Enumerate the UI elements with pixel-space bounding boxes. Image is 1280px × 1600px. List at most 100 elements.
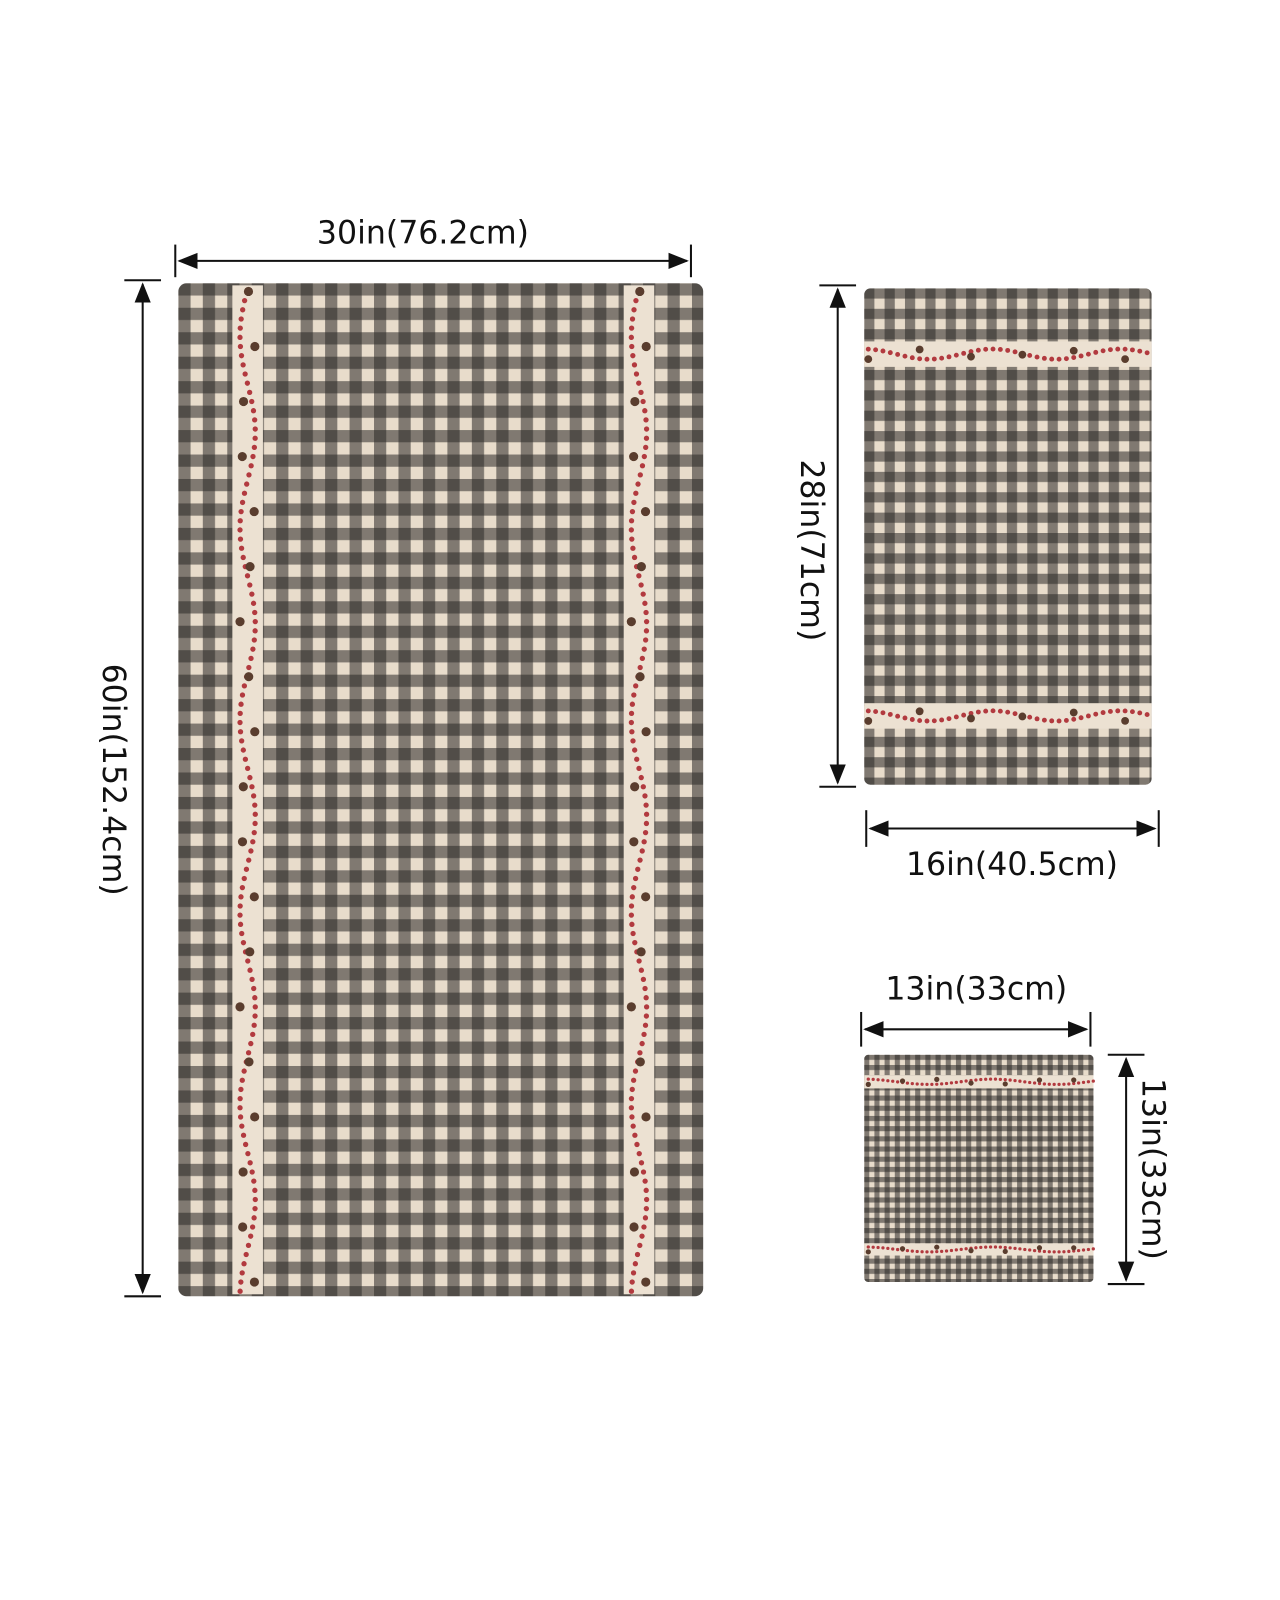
vine-detail <box>237 1095 243 1102</box>
vine-detail <box>628 1288 635 1294</box>
vine-detail <box>241 1261 247 1267</box>
vine-detail <box>1091 1079 1095 1083</box>
vine-detail <box>237 518 243 524</box>
vine-detail <box>251 1215 257 1221</box>
vine-detail <box>642 1215 649 1221</box>
vine-detail <box>1071 1245 1077 1251</box>
vine-detail <box>865 1081 871 1087</box>
vine-detail <box>640 1169 647 1175</box>
vine-detail <box>250 793 257 799</box>
vine-detail <box>975 709 981 715</box>
vine-detail <box>959 1080 963 1084</box>
vine-detail <box>935 1250 939 1254</box>
vine-detail <box>896 1247 900 1252</box>
height-label: 60in(152.4cm) <box>95 664 131 896</box>
vine-detail <box>949 1248 954 1253</box>
vine-detail <box>632 1068 639 1074</box>
vine-detail <box>643 619 650 625</box>
vine-detail <box>249 398 255 405</box>
vine-detail <box>251 829 257 836</box>
vine-detail <box>250 1031 256 1038</box>
vine-detail <box>944 1249 949 1253</box>
vine-detail <box>249 976 255 983</box>
vine-detail <box>1093 711 1099 717</box>
vine-detail <box>250 341 260 352</box>
vine-detail <box>636 1150 642 1157</box>
vine-detail <box>634 1141 640 1148</box>
vine-detail <box>641 839 647 845</box>
vine-detail <box>1003 1245 1007 1250</box>
vine-detail <box>1057 1250 1061 1254</box>
vine-detail <box>642 408 648 414</box>
vine-detail <box>250 408 257 414</box>
vine-detail <box>915 1082 919 1086</box>
vine-detail <box>643 444 649 451</box>
vine-detail <box>643 820 650 827</box>
vine-detail <box>252 802 258 808</box>
vine-detail <box>1018 1079 1022 1083</box>
vine-detail <box>238 1222 248 1232</box>
vine-detail <box>251 444 258 451</box>
vine-detail <box>1002 1081 1008 1087</box>
vine-detail <box>237 343 244 350</box>
vine-detail <box>245 562 255 572</box>
vine-detail <box>643 435 650 441</box>
vine-detail <box>633 371 640 377</box>
vine-detail <box>930 1082 934 1087</box>
vine-detail <box>629 1114 635 1120</box>
vine-detail <box>1093 349 1099 355</box>
vine-detail <box>243 1251 249 1258</box>
vine-detail <box>934 1244 940 1250</box>
vine-detail <box>245 947 255 957</box>
vine-detail <box>1063 717 1069 723</box>
vine-detail <box>895 351 901 357</box>
vine-detail <box>641 1277 651 1287</box>
vine-detail <box>632 1261 639 1267</box>
vine-detail <box>238 545 245 551</box>
vine-detail <box>1032 1081 1037 1085</box>
vine-detail <box>631 554 638 561</box>
height-label: 13in(33cm) <box>1135 1078 1171 1260</box>
vine-detail <box>629 316 636 322</box>
vine-detail <box>975 347 981 353</box>
vine-detail <box>623 285 655 1295</box>
vine-detail <box>940 1249 944 1254</box>
washcloth <box>864 1054 1094 1283</box>
vine-detail <box>635 481 641 487</box>
vine-detail <box>643 628 650 634</box>
vine-detail <box>252 1187 258 1193</box>
vine-detail <box>237 921 244 927</box>
vine-detail <box>238 353 245 359</box>
vine-detail <box>1100 710 1106 716</box>
vine-detail <box>241 1068 247 1074</box>
vine-detail <box>1078 715 1084 721</box>
vine-detail <box>631 499 637 506</box>
vine-detail <box>866 1245 870 1249</box>
vine-detail <box>967 714 975 723</box>
vine-detail <box>245 1150 251 1157</box>
vine-detail <box>642 793 648 799</box>
vine-detail <box>240 554 246 561</box>
vine-detail <box>630 353 636 359</box>
vine-detail <box>880 348 886 354</box>
vine-detail <box>241 875 247 882</box>
vine-detail <box>242 756 249 762</box>
vine-detail <box>934 1076 940 1082</box>
vine-detail <box>1062 1250 1066 1254</box>
vine-detail <box>974 1246 978 1250</box>
vine-detail <box>631 362 638 368</box>
vine-detail <box>864 341 1152 367</box>
vine-detail <box>964 1247 968 1251</box>
vine-detail <box>1041 355 1047 361</box>
vine-detail <box>244 481 250 487</box>
vine-detail <box>643 995 649 1001</box>
vine-detail <box>628 1105 635 1111</box>
vine-detail <box>968 710 974 716</box>
vine-detail <box>631 884 637 891</box>
vine-detail <box>237 527 243 533</box>
vine-detail <box>628 719 635 726</box>
vine-detail <box>1100 348 1106 354</box>
vine-detail <box>1086 1080 1091 1084</box>
vine-detail <box>1072 1081 1076 1086</box>
